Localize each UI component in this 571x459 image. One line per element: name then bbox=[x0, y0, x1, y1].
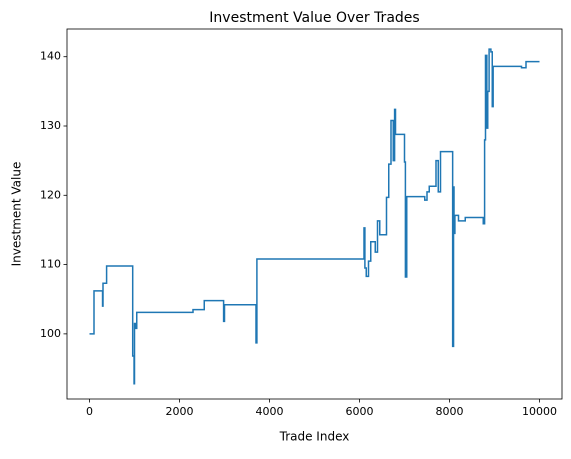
x-tick-label: 8000 bbox=[436, 405, 464, 418]
chart-title: Investment Value Over Trades bbox=[209, 10, 419, 26]
line-series bbox=[89, 48, 540, 385]
y-tick-label: 100 bbox=[40, 327, 61, 340]
x-tick-label: 10000 bbox=[522, 405, 557, 418]
y-tick-label: 130 bbox=[40, 119, 61, 132]
y-axis-label: Investment Value bbox=[10, 162, 24, 267]
y-tick-label: 110 bbox=[40, 258, 61, 271]
plot-frame bbox=[66, 28, 563, 400]
y-tick-label: 140 bbox=[40, 50, 61, 63]
x-tick-label: 0 bbox=[86, 405, 93, 418]
y-tick-label: 120 bbox=[40, 188, 61, 201]
x-tick-label: 6000 bbox=[346, 405, 374, 418]
x-tick-label: 4000 bbox=[256, 405, 284, 418]
x-tick-label: 2000 bbox=[166, 405, 194, 418]
x-axis-label: Trade Index bbox=[279, 430, 350, 444]
